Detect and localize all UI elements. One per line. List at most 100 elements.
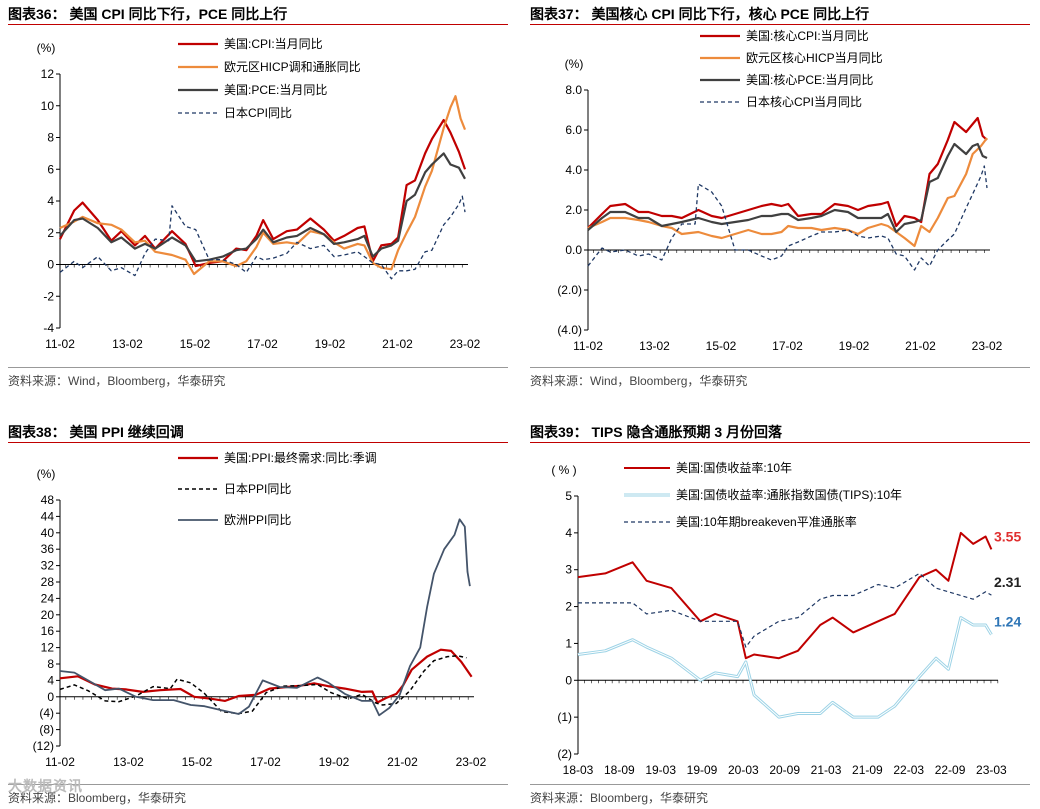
c37-ytick-label: 6.0 — [565, 123, 582, 137]
c36-ytick-label: 2 — [47, 226, 54, 240]
c38-ytick-label: 40 — [41, 526, 55, 540]
c36-series-0-line — [59, 118, 467, 268]
c37-ytick-label: 2.0 — [565, 203, 582, 217]
chart39-title-rule — [530, 442, 1030, 443]
c36-legend-label: 日本CPI同比 — [224, 106, 292, 120]
chart38-title-rule — [8, 442, 508, 443]
c39-xtick-label: 23-03 — [976, 763, 1007, 777]
c38-xtick-label: 11-02 — [45, 755, 75, 769]
c38-xtick-label: 21-02 — [387, 755, 418, 769]
c38-ytick-label: (12) — [33, 739, 54, 753]
chart39-source-rule — [530, 784, 1030, 785]
c36-xtick-label: 23-02 — [450, 337, 481, 351]
chart37-title: 图表37： 美国核心 CPI 同比下行，核心 PCE 同比上行 — [530, 6, 870, 22]
c38-ytick-label: 8 — [47, 657, 54, 671]
c38-y-unit-label: (%) — [37, 467, 56, 481]
chart38-source: 资料来源：Bloomberg，华泰研究 — [8, 791, 187, 805]
c37-legend-label: 欧元区核心HICP当月同比 — [746, 51, 883, 65]
chart36: -4 -2 0 2 4 6 8 10 12 (%) 11-02 13-02 15-02 17-02 19-0… — [37, 37, 481, 351]
c37-xtick-label: 13-02 — [639, 339, 670, 353]
c39-ytick-label: 3 — [565, 563, 572, 577]
c38-legend-label: 日本PPI同比 — [224, 482, 291, 496]
c37-legend-label: 日本核心CPI当月同比 — [746, 95, 862, 109]
c37-series-2-line — [587, 142, 988, 234]
chart37: (4.0) (2.0) 0.0 2.0 4.0 6.0 8.0 (%) 11-02 13-02 15… — [557, 29, 1003, 353]
c38-legend-label: 美国:PPI:最终需求:同比:季调 — [224, 450, 377, 465]
c38-series-0-line — [59, 648, 473, 704]
c37-legend-label: 美国:核心CPI:当月同比 — [746, 29, 869, 43]
c36-xtick-label: 21-02 — [382, 337, 413, 351]
c37-ytick-label: (2.0) — [557, 283, 582, 297]
c38-ytick-label: 36 — [41, 542, 55, 556]
chart39-source: 资料来源：Bloomberg，华泰研究 — [530, 791, 709, 805]
c36-xtick-label: 11-02 — [45, 337, 75, 351]
c36-xtick-label: 15-02 — [180, 337, 211, 351]
c39-ytick-label: (2) — [557, 747, 572, 761]
c36-legend-label: 美国:PCE:当月同比 — [224, 83, 327, 97]
c39-xtick-label: 18-03 — [563, 763, 594, 777]
c39-y-unit-label: ( % ) — [551, 463, 576, 477]
c38-ytick-label: 44 — [41, 509, 55, 523]
chart38-title: 图表38： 美国 PPI 继续回调 — [8, 424, 184, 440]
c37-ytick-label: 0.0 — [565, 243, 582, 257]
c37-y-unit-label: (%) — [565, 57, 584, 71]
c38-ytick-label: (8) — [39, 723, 54, 737]
c37-xtick-label: 17-02 — [772, 339, 803, 353]
c36-ytick-label: -2 — [43, 289, 54, 303]
c36-ytick-label: 4 — [47, 194, 54, 208]
c37-ytick-label: 4.0 — [565, 163, 582, 177]
c37-legend-label: 美国:核心PCE:当月同比 — [746, 73, 873, 87]
chart38: (12)(8)(4)04812162024283236404448(%)11-0… — [33, 450, 487, 769]
c37-series-1-line — [587, 137, 988, 248]
c39-end-label: 2.31 — [994, 574, 1021, 590]
c39-xtick-label: 21-03 — [811, 763, 842, 777]
c37-ytick-label: 8.0 — [565, 83, 582, 97]
c39-legend-label: 美国:国债收益率:10年 — [676, 460, 792, 475]
c39-ytick-label: 5 — [565, 489, 572, 503]
chart36-title: 图表36： 美国 CPI 同比下行，PCE 同比上行 — [8, 6, 288, 22]
c39-legend-label: 美国:10年期breakeven平准通胀率 — [676, 514, 857, 529]
c39-ytick-label: 1 — [565, 636, 572, 650]
c38-xtick-label: 15-02 — [182, 755, 213, 769]
chart38-source-rule — [8, 784, 508, 785]
chart36-title-rule — [8, 24, 508, 25]
c36-xtick-label: 17-02 — [247, 337, 278, 351]
c39-end-label: 3.55 — [994, 528, 1021, 544]
c39-xtick-label: 19-03 — [645, 763, 676, 777]
c36-xtick-label: 19-02 — [315, 337, 346, 351]
chart37-source-rule — [530, 367, 1030, 368]
c37-xtick-label: 23-02 — [972, 339, 1003, 353]
c38-ytick-label: 16 — [41, 624, 55, 638]
c38-ytick-label: 20 — [41, 608, 55, 622]
c37-xtick-label: 15-02 — [706, 339, 737, 353]
c39-series-1-line — [577, 616, 993, 719]
c38-series-1-line — [59, 655, 467, 715]
c38-ytick-label: 28 — [41, 575, 55, 589]
c39-ytick-label: 2 — [565, 600, 572, 614]
c39-xtick-label: 22-03 — [893, 763, 924, 777]
chart36-source: 资料来源：Wind，Bloomberg，华泰研究 — [8, 374, 226, 388]
c36-xtick-label: 13-02 — [112, 337, 143, 351]
c39-ytick-label: 0 — [565, 673, 572, 687]
c39-legend-label: 美国:国债收益率:通胀指数国债(TIPS):10年 — [676, 487, 902, 502]
c38-xtick-label: 13-02 — [113, 755, 144, 769]
c36-series-2-line — [59, 152, 466, 263]
c36-ytick-label: 6 — [47, 162, 54, 176]
c37-ytick-label: (4.0) — [557, 323, 582, 337]
c37-xtick-label: 21-02 — [905, 339, 936, 353]
watermark: 大数据资讯 — [8, 778, 83, 794]
c36-series-3-line — [59, 195, 466, 280]
c36-series-1-line — [59, 95, 467, 276]
c37-xtick-label: 19-02 — [839, 339, 870, 353]
chart37-title-rule — [530, 24, 1030, 25]
c36-legend-label: 欧元区HICP调和通胀同比 — [224, 60, 361, 74]
c39-ytick-label: 4 — [565, 526, 572, 540]
c39-series-0-line — [577, 531, 993, 660]
c38-ytick-label: (4) — [39, 706, 54, 720]
c36-ytick-label: 10 — [41, 99, 55, 113]
c38-ytick-label: 48 — [41, 493, 55, 507]
chart39-title: 图表39： TIPS 隐含通胀预期 3 月份回落 — [530, 424, 783, 440]
c39-series-2-line — [578, 572, 992, 648]
c39-xtick-label: 20-03 — [728, 763, 759, 777]
c37-series-0-line — [587, 116, 988, 229]
